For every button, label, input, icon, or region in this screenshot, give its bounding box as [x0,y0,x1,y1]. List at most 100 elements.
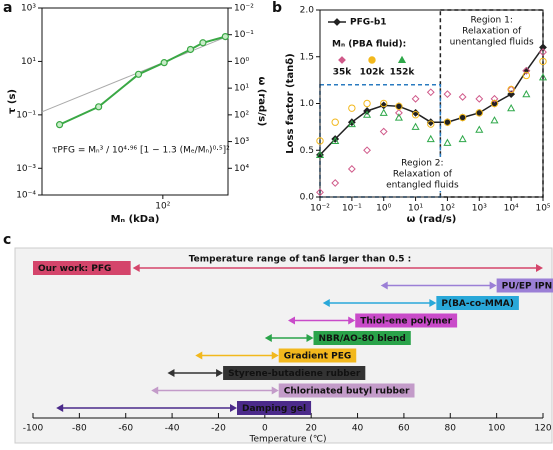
label-box [33,261,131,275]
marker [363,99,371,108]
arrow-head [230,404,237,412]
marker [522,66,531,75]
annotation: τPFG = Mₙ³ / 10⁴·⁹⁶ [1 − 1.3 (Mₑ/Mₙ)⁰·⁵]… [52,146,230,156]
x-axis-label: ω (rad/s) [407,214,457,225]
marker [426,88,435,97]
marker [316,137,324,145]
marker [426,134,435,143]
x-tick-label: 100 [488,424,505,434]
marker [411,122,420,130]
x-tick-label: 0 [262,424,268,434]
marker [507,90,516,99]
label-box [496,278,553,293]
label-box [237,401,312,415]
marker [395,102,403,111]
marker [331,179,340,187]
label-box [223,366,366,380]
range-label: PU/EP IPN [496,278,553,293]
range-label: Thiol-ene polymer [355,313,458,328]
data-point [95,103,103,111]
y2-tick-label: 10³ [234,137,249,147]
y2-axis-label: ω (rad/s) [256,77,267,127]
marker [397,55,407,64]
region-label: entangled fluids [386,181,459,191]
marker [379,108,388,116]
x-tick-label: 10² [155,202,170,212]
y-tick-label: 10⁻⁴ [16,191,36,201]
x-tick-label: 40 [352,424,364,434]
arrow-head [306,334,314,342]
x-tick-label: 10⁴ [504,204,519,214]
y-tick-label: 2.0 [300,6,315,16]
x-tick-label: 10⁻² [310,204,330,214]
marker [522,71,531,80]
series-line [59,35,226,126]
region-label: unentangled fluids [450,38,534,48]
arrow-head [151,386,159,395]
arrow-head [288,316,295,325]
marker [363,110,372,118]
category-label: Our work: PFG [38,264,111,274]
y2-tick-label: 10⁻² [234,4,254,14]
x-tick-label: 10⁵ [535,204,550,214]
marker [475,125,484,133]
range-label: P(BA-co-MMA) [436,296,519,310]
x-tick-label: -60 [118,424,133,434]
y-tick-label: 0.5 [300,146,314,156]
marker [347,165,356,173]
data-point [199,39,207,47]
x-tick-label: -20 [211,424,226,434]
legend-label: 102k [360,68,386,78]
marker [363,146,371,155]
label-box [278,383,415,398]
x-tick-label: 80 [445,424,457,434]
marker [368,56,376,64]
marker [539,48,547,56]
x-tick-label: -40 [165,424,180,434]
range-label: Damping gel [237,401,312,415]
arrow-head [322,299,330,307]
marker [458,134,467,143]
marker [395,108,403,117]
category-label: Thiol-ene polymer [360,317,452,327]
data-point [186,45,195,54]
arrow-head [380,281,388,290]
marker [333,18,341,26]
marker [379,101,388,110]
x-tick-label: 20 [305,424,317,434]
marker [507,103,516,112]
marker [348,104,356,112]
marker [411,111,420,119]
arrow-head [264,334,272,342]
x-axis-label: Mₙ (kDa) [111,214,160,225]
range-label: Our work: PFG [33,261,131,275]
category-label: PU/EP IPN [502,282,553,292]
y-tick-label: 1.5 [300,52,314,62]
panel-label: c [3,232,11,248]
marker [338,56,346,64]
series-line [319,46,544,156]
x-tick-label: 60 [398,424,410,434]
label-box [313,331,411,345]
y2-tick-label: 10⁴ [234,164,249,174]
label-box [278,348,357,363]
marker [427,120,435,128]
region-label: Region 1: [470,16,512,26]
marker [507,85,515,94]
y-axis-label: τ (s) [7,89,18,114]
y-tick-label: 1.0 [300,99,315,109]
range-label: Styrene-butadiene rubber [223,366,366,380]
arrow-head [167,369,175,377]
marker [394,113,403,121]
arrow-head [195,351,203,360]
x-tick-label: 10⁰ [376,204,391,214]
marker [458,113,467,122]
x-tick-label: -80 [72,424,87,434]
marker [490,116,499,124]
range-label: Chlorinated butyl rubber [278,383,415,398]
marker [331,118,339,126]
legend-label: PFG-b1 [350,18,387,28]
region-label: Relaxation of [462,27,522,37]
marker [443,138,452,146]
arrow-head [56,404,64,412]
